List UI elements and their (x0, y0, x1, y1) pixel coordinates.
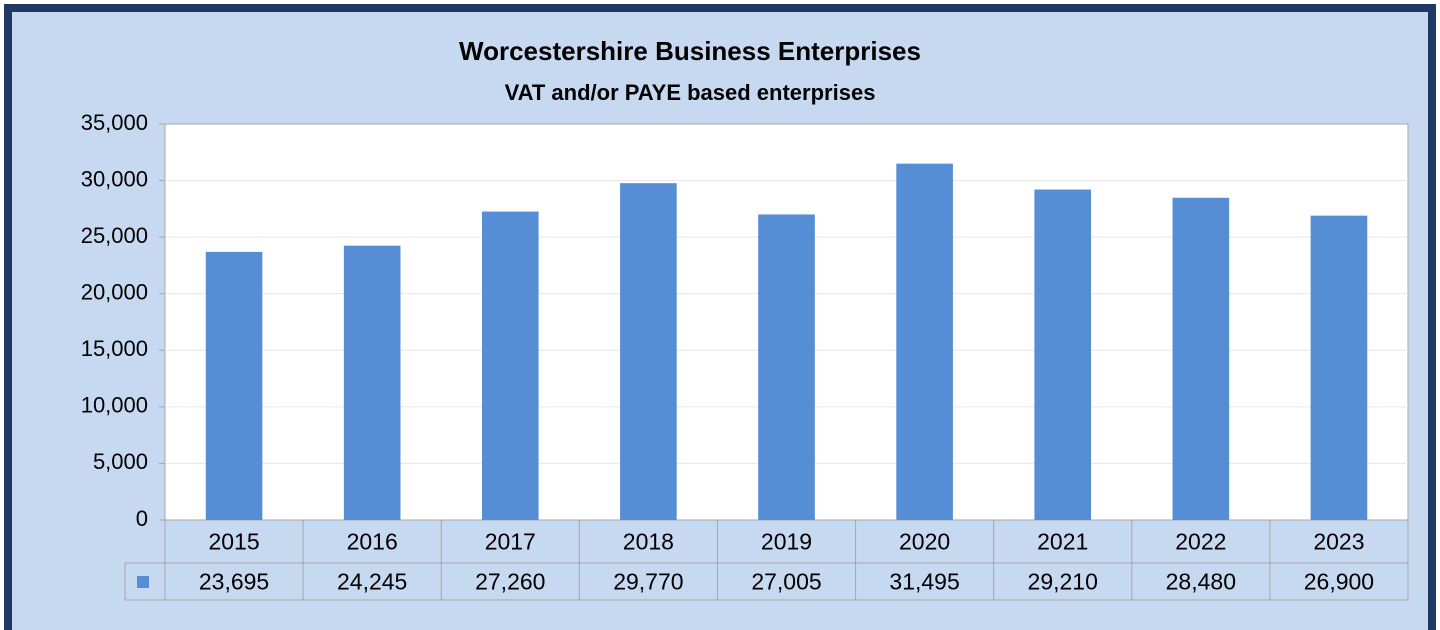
x-tick-label: 2019 (761, 529, 812, 555)
table-value: 29,210 (1028, 569, 1098, 595)
bar (205, 251, 263, 520)
bar (481, 211, 539, 520)
y-tick-label: 15,000 (81, 336, 148, 361)
x-tick-label: 2017 (485, 529, 536, 555)
x-tick-label: 2020 (899, 529, 950, 555)
table-value: 31,495 (889, 569, 959, 595)
y-tick-label: 30,000 (81, 166, 148, 191)
x-tick-label: 2016 (347, 529, 398, 555)
bar (620, 183, 677, 521)
bar (896, 163, 953, 521)
table-value: 27,260 (475, 569, 545, 595)
bar (343, 245, 401, 520)
bar (1172, 197, 1230, 520)
chart-subtitle: VAT and/or PAYE based enterprises (505, 80, 876, 105)
y-tick-label: 20,000 (81, 280, 148, 305)
x-tick-label: 2022 (1175, 529, 1226, 555)
chart-title: Worcestershire Business Enterprises (459, 36, 921, 66)
y-tick-label: 10,000 (81, 393, 148, 418)
bar (758, 214, 815, 521)
table-value: 23,695 (199, 569, 269, 595)
y-tick-label: 5,000 (93, 449, 148, 474)
table-value: 24,245 (337, 569, 407, 595)
y-tick-label: 25,000 (81, 223, 148, 248)
table-value: 29,770 (613, 569, 683, 595)
x-tick-label: 2015 (208, 529, 259, 555)
table-value: 27,005 (751, 569, 821, 595)
y-tick-label: 0 (136, 506, 148, 531)
x-tick-label: 2018 (623, 529, 674, 555)
table-value: 26,900 (1304, 569, 1374, 595)
x-tick-label: 2023 (1313, 529, 1364, 555)
x-tick-label: 2021 (1037, 529, 1088, 555)
legend-key (137, 576, 149, 588)
bar (1034, 189, 1092, 521)
y-tick-label: 35,000 (81, 110, 148, 135)
table-value: 28,480 (1166, 569, 1236, 595)
bar (1310, 215, 1368, 520)
